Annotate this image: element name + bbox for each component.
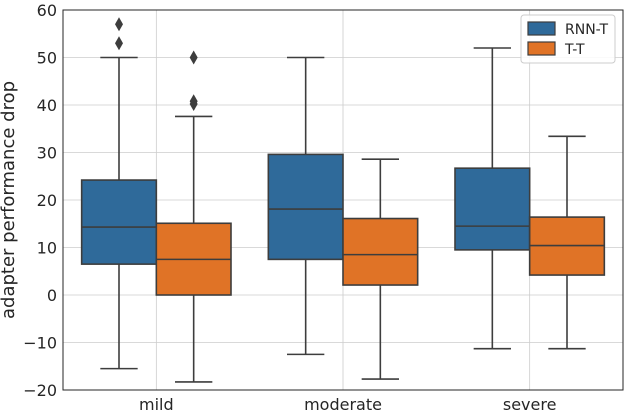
- box-moderate-RNN-T: [267, 56, 344, 356]
- box-iqr: [342, 217, 419, 286]
- outlier-marker: [189, 94, 198, 109]
- y-axis: −20 −10 0 10 20 30 40 50 60: [23, 1, 57, 400]
- y-tick-label: −10: [23, 334, 57, 353]
- plot-frame: [62, 9, 624, 391]
- legend-swatch: [527, 41, 556, 56]
- y-tick-label: 20: [37, 191, 57, 210]
- box-moderate-T-T: [342, 158, 419, 380]
- x-axis: mild moderate severe: [139, 395, 556, 414]
- box-mild-RNN-T: [80, 17, 158, 370]
- y-tick-label: 0: [47, 286, 57, 305]
- box-iqr: [454, 167, 531, 251]
- y-tick-label: 60: [37, 1, 57, 20]
- y-tick-label: 10: [37, 239, 57, 258]
- box-iqr: [267, 153, 344, 261]
- y-tick-label: −20: [23, 381, 57, 400]
- x-tick-label: mild: [139, 395, 174, 414]
- y-tick-label: 50: [37, 49, 57, 68]
- outlier-marker: [189, 50, 198, 65]
- outlier-marker: [115, 17, 123, 32]
- box-iqr: [80, 179, 158, 265]
- legend-label: T-T: [564, 42, 585, 58]
- legend-label: RNN-T: [565, 22, 608, 38]
- legend: RNN-T T-T: [520, 14, 616, 64]
- x-tick-label: moderate: [304, 395, 382, 414]
- box-mild-T-T: [155, 50, 232, 383]
- y-tick-label: 40: [37, 96, 57, 115]
- x-tick-label: severe: [503, 395, 557, 414]
- plot-area: [80, 17, 606, 383]
- box-severe-T-T: [528, 135, 606, 350]
- y-tick-label: 30: [37, 144, 57, 163]
- y-axis-label: adapter performance drop: [0, 81, 19, 319]
- legend-swatch: [527, 21, 556, 36]
- box-severe-RNN-T: [454, 47, 531, 350]
- outlier-marker: [115, 36, 123, 51]
